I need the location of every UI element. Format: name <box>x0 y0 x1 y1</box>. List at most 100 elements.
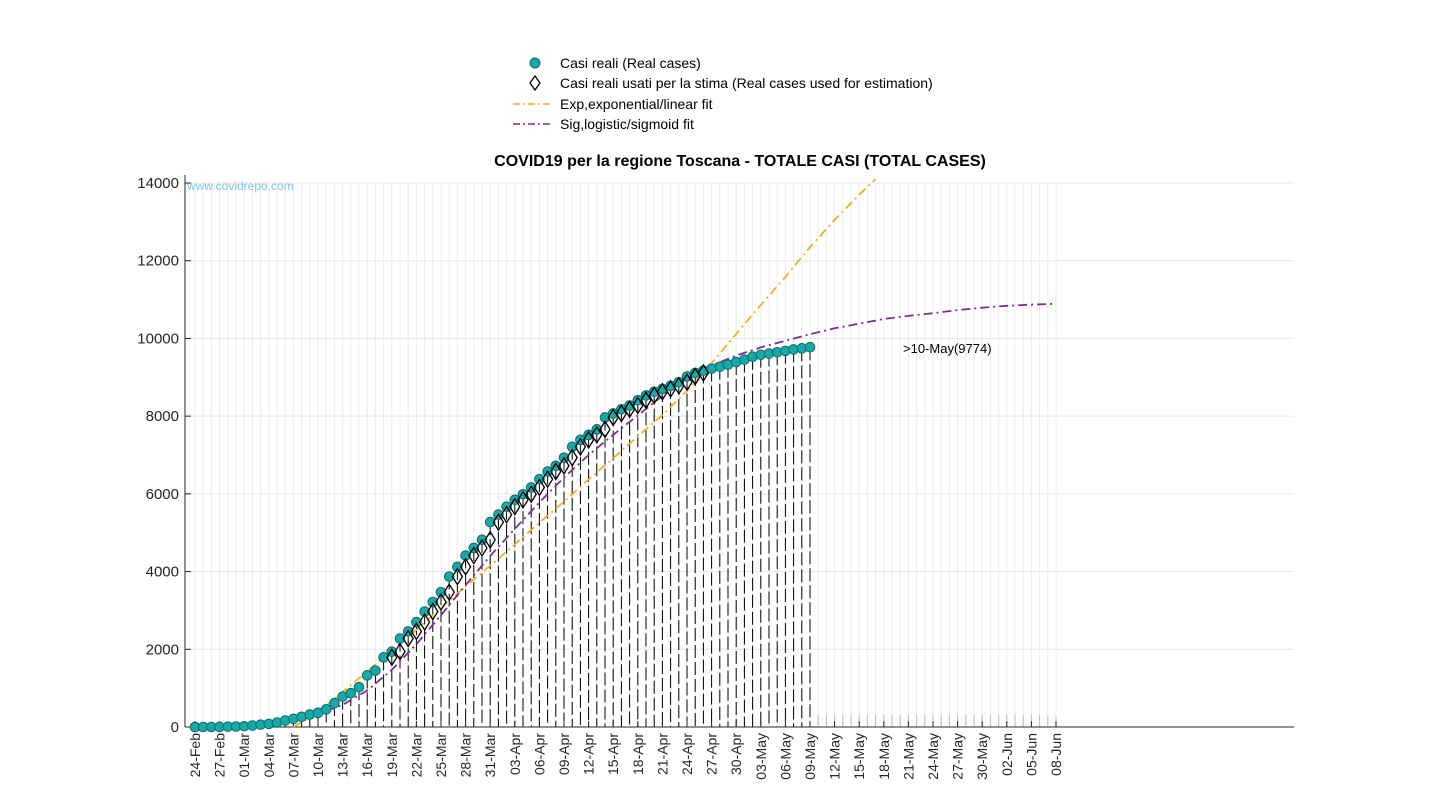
estimation-point <box>533 478 546 497</box>
legend-label-real-cases: Casi reali (Real cases) <box>560 55 701 71</box>
legend-entry-sig-fit: Sig,logistic/sigmoid fit <box>513 116 694 132</box>
estimation-point <box>681 372 693 392</box>
x-tick-label: 04-Mar <box>261 733 277 778</box>
real-case-point <box>361 670 373 681</box>
watermark: www.covidrepo.com <box>186 179 294 193</box>
y-tick-label: 0 <box>171 719 179 736</box>
x-tick-label: 12-Apr <box>581 733 597 775</box>
x-tick-label: 15-Apr <box>605 733 621 775</box>
real-case-point <box>419 606 430 617</box>
real-case-point <box>566 441 578 453</box>
estimation-point <box>476 538 488 558</box>
estimation-point <box>500 505 513 524</box>
x-tick-label: 07-Mar <box>285 733 301 778</box>
x-tick-label: 30-May <box>974 733 990 780</box>
y-tick-label: 2000 <box>146 641 179 658</box>
last-value-annotation: >10-May(9774) <box>903 341 992 356</box>
x-tick-label: 22-Mar <box>408 733 424 778</box>
x-tick-label: 25-Mar <box>433 733 449 778</box>
estimation-point <box>541 469 554 489</box>
legend-entry-real-cases: Casi reali (Real cases) <box>529 55 701 71</box>
legend: Casi reali (Real cases) Casi reali usati… <box>513 55 933 132</box>
estimation-point <box>509 497 521 516</box>
y-tick-label: 6000 <box>146 486 179 503</box>
legend-entry-exp-fit: Exp,exponential/linear fit <box>513 96 713 112</box>
estimation-point <box>435 592 447 612</box>
x-tick-label: 06-Apr <box>531 733 547 775</box>
x-tick-label: 21-Apr <box>654 733 670 775</box>
estimation-point <box>402 629 414 648</box>
estimation-point <box>451 567 464 586</box>
estimation-point <box>386 648 398 667</box>
x-tick-label: 16-Mar <box>359 733 375 778</box>
real-case-point <box>435 586 447 598</box>
grid <box>185 182 1294 728</box>
x-tick-label: 01-Mar <box>236 733 252 778</box>
x-tick-label: 05-Jun <box>1023 733 1039 776</box>
estimation-point <box>484 530 496 550</box>
estimation-point <box>394 642 406 661</box>
estimation-point <box>459 557 472 577</box>
x-tick-label: 09-May <box>802 733 818 780</box>
real-case-point <box>632 394 644 406</box>
estimation-point <box>418 612 431 632</box>
x-axis-ticks: 24-Feb 27-Feb 01-Mar 04-Mar 07-Mar 10-Mar 13-M… <box>187 721 1064 780</box>
x-tick-label: 27-Feb <box>212 733 228 778</box>
legend-label-exp-fit: Exp,exponential/linear fit <box>560 96 713 112</box>
x-tick-label: 18-Apr <box>630 733 646 775</box>
real-case-point <box>804 341 816 353</box>
estimation-point <box>574 437 587 457</box>
estimation-point <box>410 622 423 641</box>
x-tick-label: 19-Mar <box>384 733 400 778</box>
estimation-point <box>468 546 480 565</box>
estimation-point <box>615 404 628 423</box>
x-tick-label: 08-Jun <box>1048 733 1064 776</box>
real-case-point <box>452 561 463 573</box>
estimation-point <box>492 512 505 532</box>
estimation-point <box>591 425 603 445</box>
legend-label-sig-fit: Sig,logistic/sigmoid fit <box>560 116 694 132</box>
real-case-point <box>460 550 471 561</box>
estimation-point <box>427 602 439 621</box>
legend-label-used-cases: Casi reali usati per la stima (Real case… <box>560 75 933 91</box>
x-tick-label: 31-Mar <box>482 733 498 778</box>
x-tick-label: 02-Jun <box>999 733 1015 776</box>
real-case-point <box>583 429 594 441</box>
x-tick-label: 24-May <box>925 733 941 780</box>
chart-title: COVID19 per la regione Toscana - TOTALE … <box>494 153 986 170</box>
x-tick-label: 24-Apr <box>679 733 695 775</box>
legend-entry-used-cases: Casi reali usati per la stima (Real case… <box>529 74 933 92</box>
x-tick-label: 09-Apr <box>556 733 572 775</box>
real-case-points <box>189 341 816 733</box>
y-tick-label: 10000 <box>137 330 179 347</box>
estimation-point <box>517 490 529 510</box>
estimation-point <box>599 420 611 439</box>
real-case-point <box>345 687 357 699</box>
x-tick-label: 27-Apr <box>704 733 720 775</box>
exp-fit-line <box>292 178 877 727</box>
real-case-point <box>353 681 365 693</box>
estimation-point <box>582 430 595 450</box>
estimation-point <box>566 448 578 467</box>
y-tick-label: 14000 <box>137 175 179 192</box>
y-tick-label: 12000 <box>137 253 179 270</box>
real-case-point <box>320 704 332 715</box>
real-case-point <box>427 596 439 608</box>
sig-fit-line <box>194 302 1057 727</box>
x-tick-label: 21-May <box>900 733 916 780</box>
real-case-point <box>370 665 381 676</box>
estimation-point <box>640 391 652 410</box>
estimation-point <box>632 396 644 415</box>
x-tick-label: 27-May <box>950 733 966 780</box>
fit-lines <box>194 178 1057 727</box>
y-tick-label: 4000 <box>146 564 179 581</box>
estimation-point <box>558 456 570 475</box>
x-tick-label: 10-Mar <box>310 733 326 778</box>
estimation-points <box>386 363 710 667</box>
legend-marker-circle <box>529 57 541 69</box>
x-tick-label: 24-Feb <box>187 733 203 778</box>
estimation-point <box>525 485 537 504</box>
y-axis-ticks: 0 2000 4000 6000 8000 10000 12000 14000 <box>137 175 191 736</box>
x-tick-label: 28-Mar <box>458 733 474 778</box>
